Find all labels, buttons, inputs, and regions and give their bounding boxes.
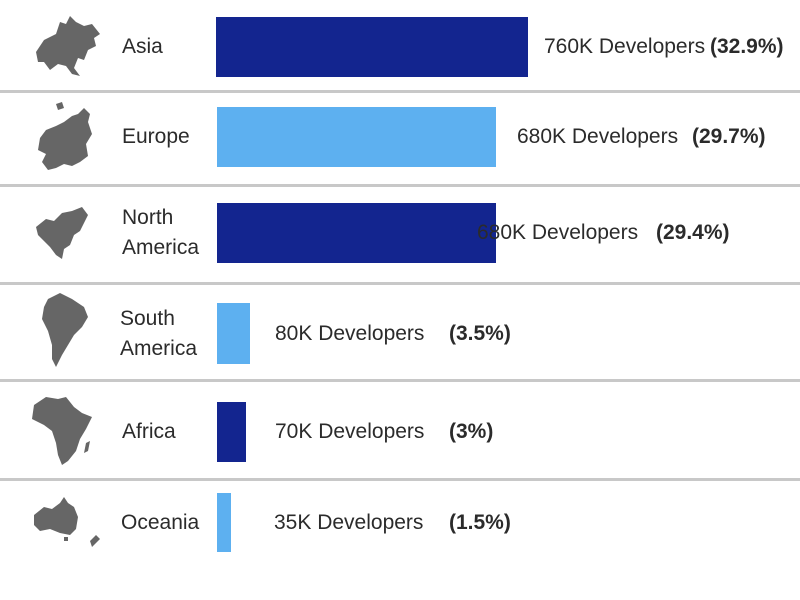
value-label: 80K Developers [275, 321, 425, 345]
region-label: Oceania [121, 508, 199, 538]
oceania-map-icon [30, 495, 102, 551]
percent-label: (3.5%) [449, 321, 511, 345]
region-label-line: America [120, 336, 198, 360]
chart-row: Oceania 35K Developers (1.5%) [0, 479, 800, 600]
percent-label: (32.9%) [710, 35, 784, 58]
region-label-line: Oceania [121, 510, 200, 534]
region-label-line: Africa [122, 420, 176, 443]
percent-label: (29.7%) [692, 125, 766, 148]
row-divider [0, 184, 800, 187]
value-label: 35K Developers [274, 510, 424, 534]
percent-label: (3%) [449, 420, 494, 443]
region-label-line: Europe [122, 125, 190, 148]
region-label-line: America [122, 236, 200, 259]
asia-map-icon [30, 12, 102, 78]
chart-row: Asia 760K Developers (32.9%) [0, 0, 800, 92]
europe-map-icon [28, 100, 94, 172]
north-america-map-icon [32, 205, 88, 261]
region-label: Asia [122, 32, 163, 62]
value-label: 680K Developers [477, 221, 639, 244]
region-label-line: North [122, 206, 174, 229]
value-label: 680K Developers [517, 125, 679, 148]
chart-row: South America 80K Developers (3.5%) [0, 283, 800, 380]
percent-label: (1.5%) [449, 510, 511, 534]
row-divider [0, 90, 800, 93]
region-label: Africa [122, 417, 176, 447]
percent-label: (29.4%) [656, 221, 730, 244]
row-divider [0, 478, 800, 481]
chart-row: Europe 680K Developers (29.7%) [0, 92, 800, 185]
bar [217, 107, 496, 167]
africa-map-icon [28, 395, 94, 467]
region-label: Europe [122, 122, 190, 152]
value-label: 70K Developers [275, 420, 425, 443]
chart-row: North America 680K Developers (29.4%) [0, 185, 800, 283]
value-label: 760K Developers [544, 35, 706, 58]
bar [216, 17, 528, 77]
bar [217, 402, 246, 462]
bar [217, 203, 496, 263]
region-label: North America [122, 203, 199, 263]
region-label: South America [120, 304, 197, 364]
south-america-map-icon [38, 293, 90, 369]
chart-row: Africa 70K Developers (3%) [0, 380, 800, 479]
bar [217, 493, 231, 552]
region-label-line: South [120, 306, 175, 330]
bar [217, 303, 250, 364]
region-label-line: Asia [122, 35, 163, 58]
row-divider [0, 379, 800, 382]
row-divider [0, 282, 800, 285]
